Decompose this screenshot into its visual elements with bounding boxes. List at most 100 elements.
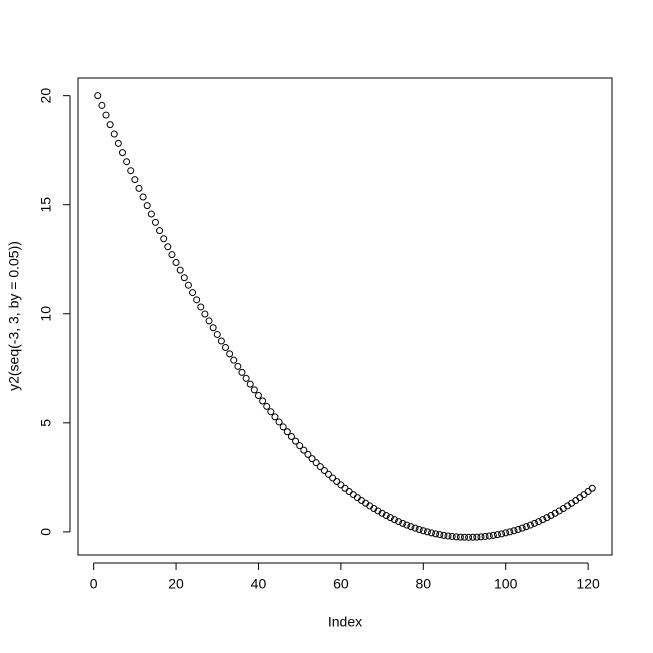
point [110, 130, 118, 138]
point [143, 202, 151, 210]
point [184, 281, 192, 289]
point [209, 324, 217, 332]
point [312, 459, 320, 467]
point [246, 380, 254, 388]
point [477, 533, 485, 541]
point [156, 227, 164, 235]
point [279, 423, 287, 431]
point [250, 386, 258, 394]
point [98, 101, 106, 109]
x-tick-label: 80 [415, 576, 431, 592]
point [489, 531, 497, 539]
point [259, 397, 267, 405]
point [436, 531, 444, 539]
point [300, 446, 308, 454]
point [432, 530, 440, 538]
point [197, 303, 205, 311]
plot-box [77, 77, 613, 556]
point [172, 258, 180, 266]
y-tick-label: 20 [38, 88, 54, 104]
point [201, 310, 209, 318]
point [189, 289, 197, 297]
point [160, 235, 168, 243]
point [399, 519, 407, 527]
point [127, 167, 135, 175]
point [131, 176, 139, 184]
point [119, 149, 126, 157]
point [444, 532, 452, 540]
point [539, 516, 547, 524]
point [106, 121, 114, 129]
point [522, 523, 530, 531]
point [535, 518, 543, 526]
point [147, 210, 155, 218]
point [345, 487, 353, 495]
point [386, 514, 394, 522]
point [395, 518, 403, 526]
point [238, 368, 246, 376]
point [465, 533, 473, 541]
y-axis-label: y2(seq(-3, 3, by = 0.05)) [6, 241, 22, 391]
point [378, 509, 386, 517]
point [180, 274, 188, 282]
point [588, 484, 596, 492]
point [275, 418, 283, 426]
x-tick-label: 40 [251, 576, 267, 592]
point [485, 532, 493, 540]
point [349, 491, 357, 499]
y-tick-label: 0 [38, 528, 54, 536]
point [456, 533, 464, 541]
point [469, 533, 477, 541]
point [271, 413, 279, 421]
point [543, 514, 551, 522]
point [576, 494, 584, 502]
point [506, 528, 514, 536]
point [242, 374, 250, 382]
point [123, 158, 131, 166]
point [390, 516, 398, 524]
point [267, 408, 275, 416]
point [102, 111, 110, 119]
y-tick-label: 15 [38, 197, 54, 213]
point [114, 139, 122, 147]
point [329, 474, 337, 482]
point [254, 392, 262, 400]
point [234, 362, 242, 370]
point [382, 512, 390, 520]
point [283, 428, 291, 436]
point [531, 519, 539, 527]
point [448, 532, 456, 540]
point [337, 481, 345, 489]
x-tick-label: 100 [494, 576, 518, 592]
point [222, 344, 230, 352]
point [481, 532, 489, 540]
point [325, 470, 333, 478]
point [168, 251, 176, 259]
point [514, 525, 522, 533]
point [473, 533, 481, 541]
point [415, 525, 423, 533]
y-tick-label: 5 [38, 419, 54, 427]
x-tick-label: 120 [576, 576, 600, 592]
point [498, 530, 506, 538]
point [518, 524, 526, 532]
point [341, 484, 349, 492]
point [510, 527, 518, 535]
point [320, 467, 328, 475]
point [407, 523, 415, 531]
point [428, 529, 436, 537]
point [419, 527, 427, 535]
point [217, 337, 225, 345]
point [135, 184, 143, 192]
point [584, 487, 592, 495]
x-tick-label: 0 [90, 576, 98, 592]
point [423, 528, 431, 536]
point [333, 477, 341, 485]
point [139, 193, 147, 201]
point [151, 218, 159, 226]
point [452, 533, 460, 541]
point [292, 437, 300, 445]
point [316, 463, 324, 471]
